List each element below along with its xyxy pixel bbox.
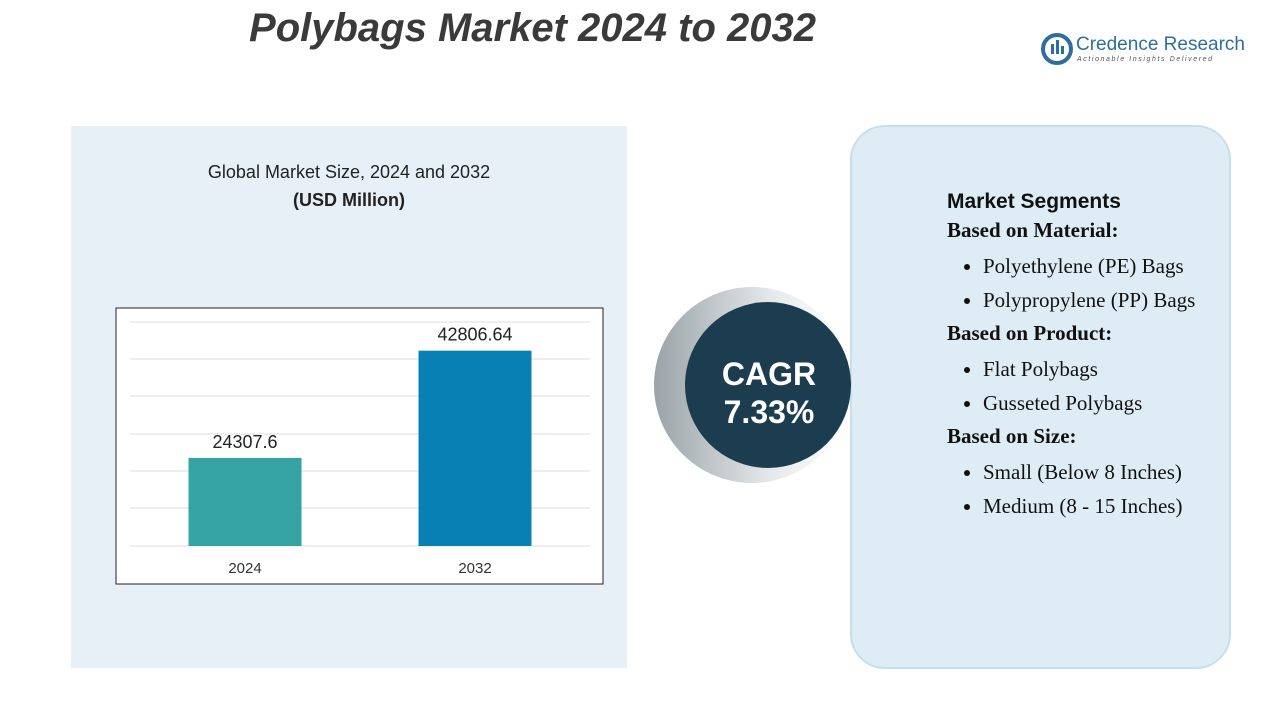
segment-item: Polyethylene (PE) Bags	[983, 253, 1223, 279]
segment-heading: Based on Size:	[947, 424, 1077, 448]
segment-list: Small (Below 8 Inches) Medium (8 - 15 Inc…	[947, 459, 1223, 519]
segment-item: Gusseted Polybags	[983, 390, 1223, 416]
data-label: 42806.64	[437, 325, 512, 345]
x-tick-label: 2024	[228, 560, 261, 577]
x-tick-label: 2032	[458, 560, 491, 577]
data-label: 24307.6	[212, 432, 277, 452]
segment-heading: Based on Product:	[947, 321, 1113, 345]
chart-subtitle: (USD Million)	[293, 190, 405, 210]
segment-item: Polypropylene (PP) Bags	[983, 287, 1223, 313]
brand-name: Credence Research	[1076, 34, 1245, 55]
cagr-text: CAGR 7.33%	[686, 355, 852, 431]
page-title: Polybags Market 2024 to 2032	[249, 6, 816, 50]
segment-list: Polyethylene (PE) Bags Polypropylene (PP)…	[947, 253, 1223, 313]
bar	[418, 350, 532, 546]
chart-title: Global Market Size, 2024 and 2032	[207, 162, 491, 182]
logo	[1041, 33, 1073, 65]
segments: Market Segments Based on Material: Polyet…	[947, 190, 1223, 527]
segment-item: Flat Polybags	[983, 356, 1223, 382]
segment-list: Flat Polybags Gusseted Polybags	[947, 356, 1223, 416]
segments-title: Market Segments	[947, 190, 1121, 213]
brand-tagline: Actionable Insights Delivered	[1077, 56, 1214, 63]
cagr-label: CAGR	[721, 356, 817, 392]
segment-item: Small (Below 8 Inches)	[983, 459, 1223, 485]
bar	[188, 457, 302, 546]
segment-item: Medium (8 - 15 Inches)	[983, 493, 1223, 519]
cagr-circle	[685, 302, 851, 468]
segment-heading: Based on Material:	[947, 218, 1119, 242]
cagr-value: 7.33%	[723, 394, 815, 430]
right-panel	[850, 125, 1231, 669]
